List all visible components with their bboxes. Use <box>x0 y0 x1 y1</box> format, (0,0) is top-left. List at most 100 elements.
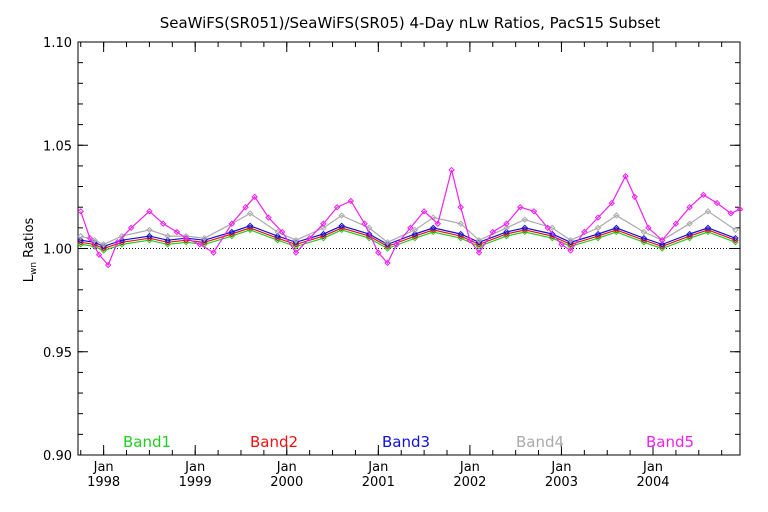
data-point-band5 <box>544 224 551 232</box>
data-point-band2 <box>384 243 391 250</box>
data-point-band4 <box>549 224 556 232</box>
data-point-band5 <box>466 237 474 244</box>
data-point-band5 <box>434 220 442 227</box>
data-point-band5 <box>713 199 721 207</box>
data-point-band5 <box>517 203 524 211</box>
data-point-band5 <box>736 206 744 213</box>
data-point-band5 <box>210 249 217 256</box>
y-axis-label: Lwn Ratios <box>22 217 39 282</box>
data-point-band3 <box>567 239 574 246</box>
data-point-band3 <box>338 222 345 229</box>
data-point-band3 <box>613 224 620 232</box>
data-point-band3 <box>594 230 602 238</box>
data-point-band4 <box>640 228 648 236</box>
data-point-band4 <box>292 237 300 244</box>
data-point-band2 <box>292 241 300 248</box>
x-axis: Jan1998Jan1999Jan2000Jan2001Jan2002Jan20… <box>80 42 723 490</box>
data-point-band5 <box>631 193 638 201</box>
data-point-band5 <box>159 220 167 227</box>
y-tick-label: 1.10 <box>43 36 72 51</box>
data-point-band1 <box>274 237 281 244</box>
data-point-band3 <box>521 224 529 232</box>
y-axis-label-main: L <box>22 274 37 282</box>
data-point-band5 <box>558 241 565 248</box>
data-point-band4 <box>704 208 712 215</box>
data-point-band5 <box>700 191 707 199</box>
legend-label-band1: Band1 <box>123 433 171 451</box>
y-axis: 0.90 0.95 1.00 1.05 1.10 <box>43 36 740 464</box>
data-point-band5 <box>530 208 538 215</box>
data-point-band5 <box>448 166 455 174</box>
data-point-band3 <box>430 224 437 232</box>
data-point-band5 <box>658 237 666 244</box>
x-tick-month: Jan <box>184 460 205 475</box>
data-point-band5 <box>457 203 464 211</box>
data-point-band5 <box>105 261 112 269</box>
data-point-band4 <box>384 239 391 246</box>
data-point-band4 <box>365 224 373 232</box>
data-point-band5 <box>333 203 341 211</box>
data-point-band5 <box>567 247 574 254</box>
data-point-band1 <box>292 243 300 250</box>
data-point-band4 <box>503 224 510 232</box>
series-line-band5 <box>80 169 741 267</box>
data-point-band5 <box>292 249 300 256</box>
chart-title: SeaWiFS(SR051)/SeaWiFS(SR05) 4-Day nLw R… <box>160 14 661 32</box>
data-point-band1 <box>77 241 84 248</box>
legend-label-band4: Band4 <box>516 433 564 451</box>
x-tick-month: Jan <box>367 460 388 475</box>
x-tick-month: Jan <box>550 460 571 475</box>
x-tick-year: 1998 <box>87 475 120 490</box>
data-point-band5 <box>347 197 355 205</box>
data-point-band3 <box>411 230 419 238</box>
data-point-band5 <box>686 203 693 211</box>
data-point-band5 <box>420 208 428 215</box>
data-point-band5 <box>384 259 391 267</box>
data-point-band1 <box>384 245 391 252</box>
data-point-band3 <box>164 237 171 244</box>
data-point-band2 <box>274 234 281 242</box>
data-point-band5 <box>242 203 249 211</box>
data-point-band5 <box>407 224 414 232</box>
data-point-band2 <box>567 241 574 248</box>
data-point-band5 <box>361 220 368 227</box>
legend-label-band3: Band3 <box>382 433 430 451</box>
y-axis-label-rest: Ratios <box>22 217 37 262</box>
data-point-band1 <box>732 239 739 246</box>
legend-label-band5: Band5 <box>646 433 694 451</box>
data-point-band3 <box>686 230 693 238</box>
data-point-band5 <box>393 241 400 248</box>
data-point-band5 <box>146 208 153 215</box>
data-point-band2 <box>658 243 666 250</box>
data-point-band4 <box>613 212 620 219</box>
data-point-band3 <box>658 241 666 248</box>
data-point-band3 <box>292 239 300 246</box>
data-point-band5 <box>251 193 258 201</box>
data-point-band4 <box>686 220 693 227</box>
data-point-band5 <box>581 228 588 236</box>
data-point-band2 <box>732 237 739 244</box>
data-point-band3 <box>228 228 236 236</box>
data-point-band5 <box>228 220 236 227</box>
data-point-band2 <box>457 232 464 240</box>
data-point-band2 <box>100 245 107 252</box>
data-point-band3 <box>274 232 281 240</box>
data-point-band3 <box>640 234 648 242</box>
data-point-band3 <box>77 237 84 244</box>
y-tick-label: 0.90 <box>43 449 72 464</box>
x-tick-month: Jan <box>459 460 480 475</box>
data-point-band5 <box>489 228 496 236</box>
data-point-band5 <box>95 251 103 258</box>
x-tick-month: Jan <box>276 460 297 475</box>
data-point-band5 <box>320 220 327 227</box>
x-tick-year: 2002 <box>453 475 486 490</box>
data-point-band2 <box>640 237 648 244</box>
data-point-band4 <box>594 224 602 232</box>
data-point-band4 <box>201 234 208 242</box>
data-point-band5 <box>265 214 272 221</box>
data-point-band4 <box>100 241 107 248</box>
data-point-band4 <box>246 210 254 217</box>
data-point-band5 <box>77 208 84 215</box>
data-point-band5 <box>594 214 602 221</box>
x-tick-year: 2004 <box>636 475 669 490</box>
